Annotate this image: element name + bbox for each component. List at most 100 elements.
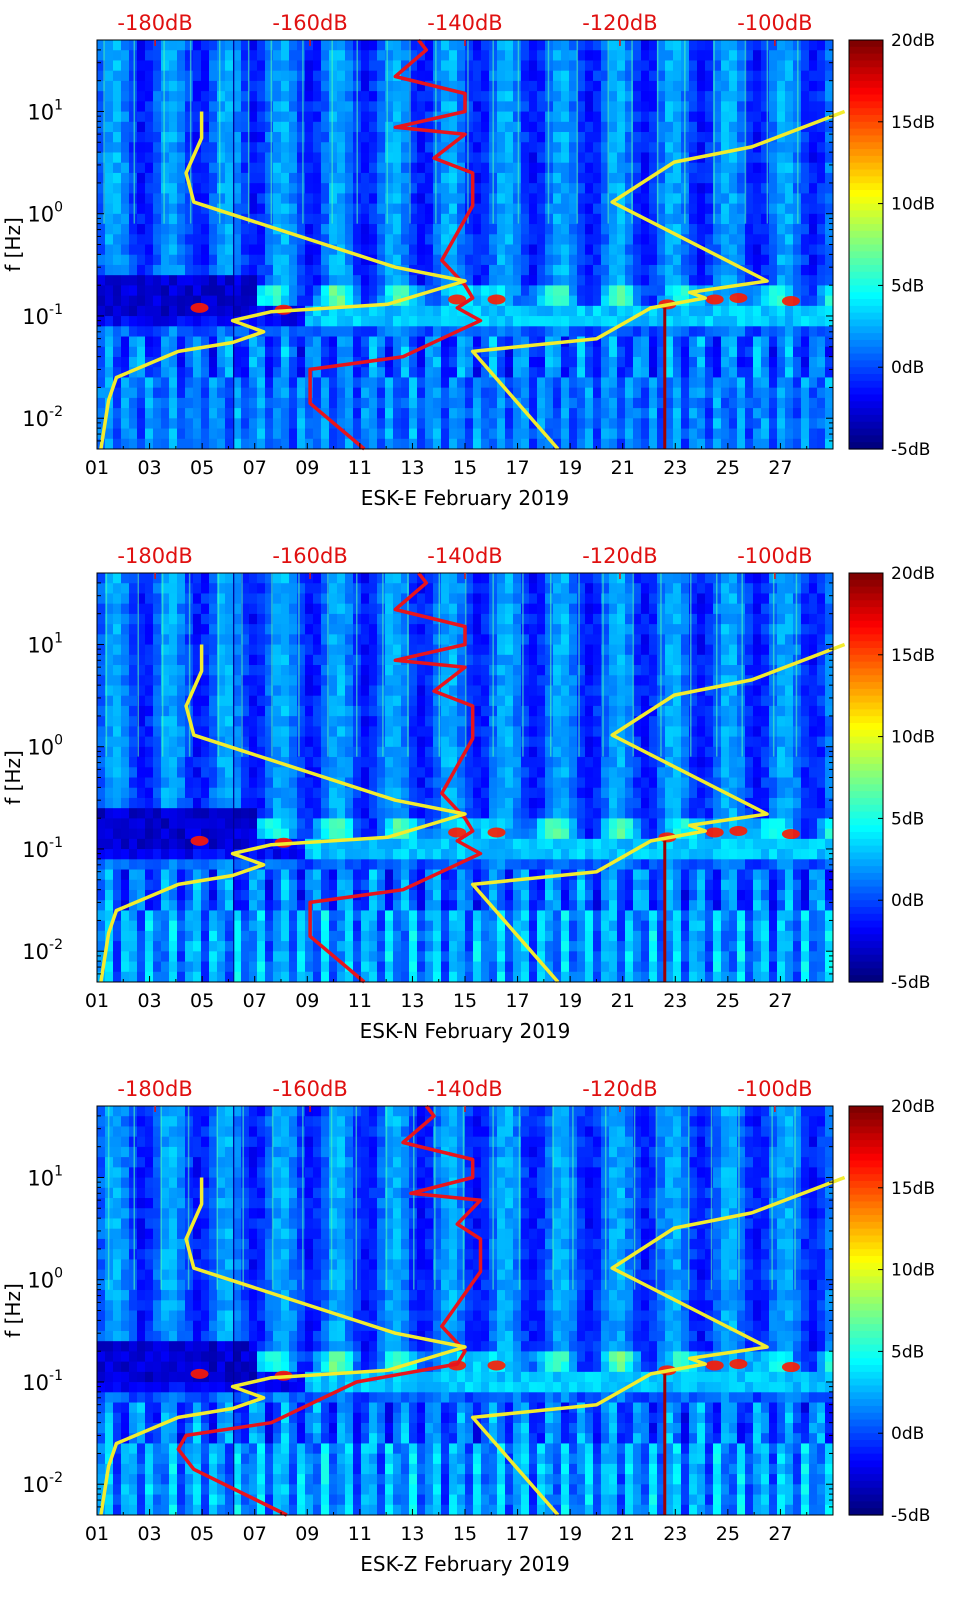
spectrogram-heatmap (97, 1106, 834, 1516)
colorbar-tick-label: 10dB (891, 1261, 935, 1281)
y-tick-label: 10-2 (22, 937, 63, 964)
x-tick-label: 23 (663, 990, 687, 1012)
x-tick-label: 23 (663, 457, 687, 479)
top-axis-tick-label: -120dB (582, 11, 657, 35)
colorbar: 20dB 15dB 10dB 5dB 0dB -5dB (848, 564, 935, 993)
y-tick-label: 10-1 (22, 835, 63, 862)
colorbar-tick-label: -5dB (891, 440, 930, 460)
y-tick-label: 10-1 (22, 302, 63, 329)
top-axis-tick-label: -180dB (117, 1077, 192, 1101)
y-tick-label: 100 (27, 200, 63, 227)
y-tick-label: 10-2 (22, 1470, 63, 1497)
spectrogram-svg: 01 03 05 07 09 11 13 15 17 19 21 23 25 27 ESK-Z Februa… (1, 1077, 935, 1576)
top-axis-tick-label: -100dB (737, 1077, 812, 1101)
x-tick-label: 11 (348, 457, 372, 479)
yellow-low-noise-line (99, 111, 467, 450)
red-psd-line (308, 571, 483, 984)
x-tick-label: 11 (348, 1523, 372, 1545)
top-axis-tick-label: -160dB (272, 11, 347, 35)
x-tick-label: 19 (558, 457, 582, 479)
y-axis: 10-2 10-1 100 101 (22, 572, 833, 983)
x-tick-label: 01 (85, 990, 109, 1012)
colorbar-tick-label: -5dB (891, 1506, 930, 1526)
colorbar-tick-label: 5dB (891, 809, 924, 829)
x-axis-label: ESK-E February 2019 (361, 486, 569, 510)
spectrogram-panel-esk-e: 01 03 05 07 09 11 13 15 17 19 21 23 25 27 ESK-E Februa… (0, 0, 962, 533)
colorbar-tick-label: 10dB (891, 195, 935, 215)
y-tick-label: 100 (27, 733, 63, 760)
x-tick-label: 21 (611, 1523, 635, 1545)
x-tick-label: 01 (85, 457, 109, 479)
top-axis-tick-label: -120dB (582, 544, 657, 568)
x-tick-label: 25 (716, 990, 740, 1012)
spectrogram-svg: 01 03 05 07 09 11 13 15 17 19 21 23 25 27 ESK-E Februa… (1, 11, 935, 510)
y-axis: 10-2 10-1 100 101 (22, 39, 833, 450)
x-axis: 01 03 05 07 09 11 13 15 17 19 21 23 25 27 (85, 443, 808, 479)
colorbar: 20dB 15dB 10dB 5dB 0dB -5dB (848, 1097, 935, 1526)
x-axis-label: ESK-Z February 2019 (360, 1552, 570, 1576)
top-axis-tick-label: -100dB (737, 544, 812, 568)
x-tick-label: 17 (505, 1523, 529, 1545)
colorbar-tick-label: 5dB (891, 276, 924, 296)
x-tick-label: 15 (453, 457, 477, 479)
x-tick-label: 13 (400, 990, 424, 1012)
x-tick-label: 21 (611, 457, 635, 479)
colorbar-tick-label: 0dB (891, 358, 924, 378)
x-tick-label: 07 (243, 457, 267, 479)
x-axis-label: ESK-N February 2019 (360, 1019, 571, 1043)
x-tick-label: 13 (400, 1523, 424, 1545)
top-db-axis: -180dB -160dB -140dB -120dB -100dB (117, 544, 813, 579)
x-tick-label: 05 (190, 457, 214, 479)
spectrogram-svg: 01 03 05 07 09 11 13 15 17 19 21 23 25 27 ESK-N Februa… (1, 544, 935, 1043)
y-tick-label: 101 (27, 1163, 63, 1190)
colorbar-tick-label: 20dB (891, 31, 935, 51)
x-tick-label: 15 (453, 990, 477, 1012)
y-axis-label: f [Hz] (1, 1283, 25, 1338)
x-tick-label: 09 (295, 990, 319, 1012)
colorbar-tick-label: 0dB (891, 1424, 924, 1444)
x-tick-label: 03 (137, 990, 161, 1012)
top-axis-tick-label: -120dB (582, 1077, 657, 1101)
x-tick-label: 27 (768, 457, 792, 479)
red-psd-line (176, 1104, 483, 1517)
colorbar-tick-label: 15dB (891, 113, 935, 133)
yellow-low-noise-line (99, 1177, 467, 1516)
x-tick-label: 19 (558, 990, 582, 1012)
x-tick-label: 11 (348, 990, 372, 1012)
x-tick-label: 25 (716, 1523, 740, 1545)
y-tick-label: 101 (27, 630, 63, 657)
colorbar-tick-label: 5dB (891, 1342, 924, 1362)
y-tick-label: 10-1 (22, 1368, 63, 1395)
top-axis-tick-label: -140dB (427, 11, 502, 35)
top-axis-tick-label: -140dB (427, 544, 502, 568)
x-tick-label: 21 (611, 990, 635, 1012)
top-db-axis: -180dB -160dB -140dB -120dB -100dB (117, 11, 813, 46)
top-axis-tick-label: -100dB (737, 11, 812, 35)
top-axis-tick-label: -160dB (272, 1077, 347, 1101)
x-tick-label: 25 (716, 457, 740, 479)
x-tick-label: 05 (190, 1523, 214, 1545)
x-tick-label: 13 (400, 457, 424, 479)
x-tick-label: 19 (558, 1523, 582, 1545)
colorbar-tick-label: 10dB (891, 728, 935, 748)
y-axis-label: f [Hz] (1, 217, 25, 272)
x-tick-label: 15 (453, 1523, 477, 1545)
yellow-high-noise-line (470, 642, 846, 984)
x-axis: 01 03 05 07 09 11 13 15 17 19 21 23 25 27 (85, 1509, 808, 1545)
colorbar-tick-label: 15dB (891, 646, 935, 666)
spectrogram-panel-esk-n: 01 03 05 07 09 11 13 15 17 19 21 23 25 27 ESK-N Februa… (0, 533, 962, 1066)
red-psd-line (308, 38, 483, 451)
colorbar-tick-label: 15dB (891, 1179, 935, 1199)
yellow-high-noise-line (470, 1175, 846, 1517)
top-axis-tick-label: -180dB (117, 11, 192, 35)
x-tick-label: 05 (190, 990, 214, 1012)
top-axis-tick-label: -140dB (427, 1077, 502, 1101)
x-tick-label: 09 (295, 1523, 319, 1545)
x-tick-label: 27 (768, 1523, 792, 1545)
top-axis-tick-label: -180dB (117, 544, 192, 568)
colorbar-tick-label: 20dB (891, 1097, 935, 1117)
y-tick-label: 10-2 (22, 404, 63, 431)
x-tick-label: 07 (243, 1523, 267, 1545)
x-tick-label: 07 (243, 990, 267, 1012)
x-tick-label: 03 (137, 457, 161, 479)
